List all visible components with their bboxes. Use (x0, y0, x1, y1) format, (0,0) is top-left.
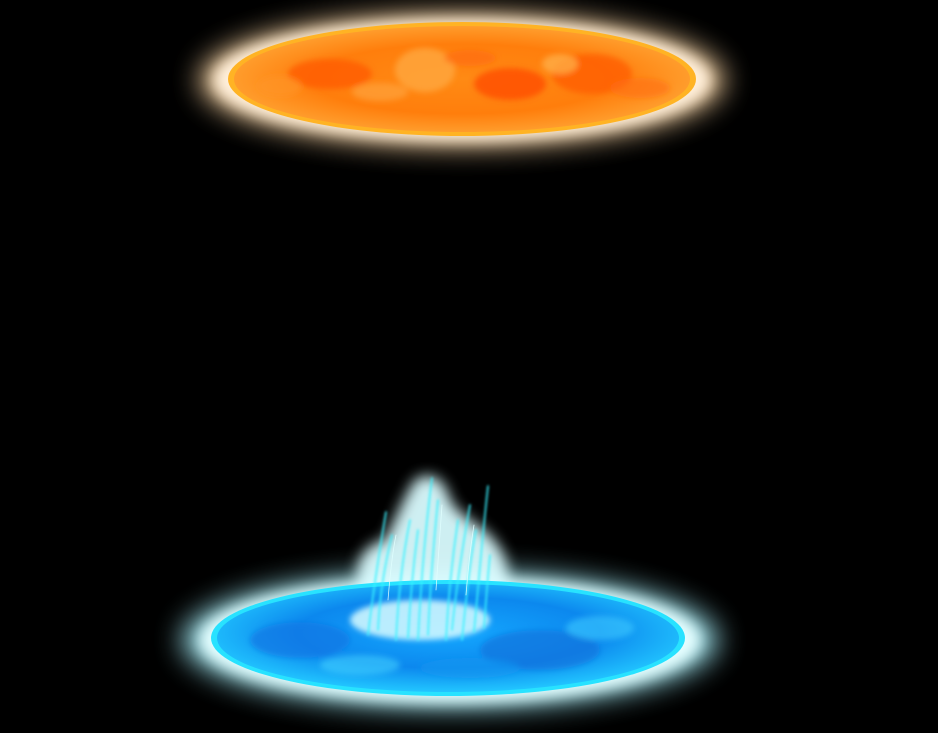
orange-portal-core (234, 26, 690, 132)
orange-portal (200, 14, 724, 146)
orange-portal-swirls (258, 48, 670, 101)
blue-portal (182, 475, 718, 708)
blue-portal-energy-streams (367, 477, 491, 641)
blue-portal-stream-highlights (387, 504, 475, 601)
blue-portal-swirls (250, 600, 634, 678)
